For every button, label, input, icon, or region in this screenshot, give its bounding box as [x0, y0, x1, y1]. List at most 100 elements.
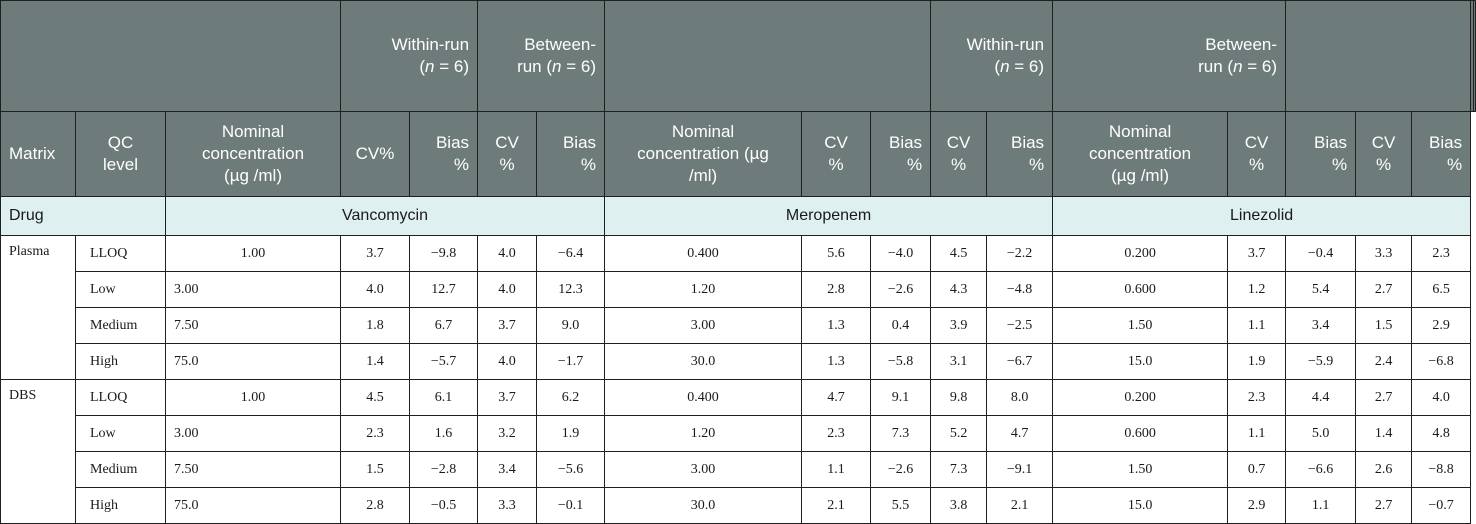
matrix-cell: Plasma — [0, 235, 76, 380]
vancomycin-nominal-concentration-cell: 3.00 — [164, 415, 342, 452]
header-row-columns: Matrix QC level Nominal concentration (µg /… — [0, 111, 1476, 197]
vancomycin-nominal-concentration-cell: 1.00 — [164, 379, 342, 416]
cv-label: CV — [1371, 133, 1396, 152]
meropenem-within-run-bias-cell: −5.8 — [870, 343, 932, 380]
meropenem-between-run-bias-cell: 8.0 — [986, 379, 1054, 416]
meropenem-within-run-cv-cell: 1.3 — [801, 307, 872, 344]
between-run-label-b: run — [517, 57, 542, 76]
between-run-label: Between- — [524, 35, 597, 54]
pct-label: % — [1249, 155, 1265, 174]
qc-level-cell: Medium — [75, 451, 166, 488]
header-bias: Bias% — [986, 111, 1054, 197]
linezolid-within-run-cv-cell: 3.7 — [1227, 235, 1287, 272]
within-run-label: Within-run — [966, 35, 1045, 54]
header-qc-level: QC level — [75, 111, 166, 197]
table-row: High 75.0 2.8 −0.5 3.3 −0.1 30.0 2.1 5.5 3.8 2.1 15… — [1, 487, 1476, 524]
header-matrix: Matrix — [0, 111, 76, 197]
vancomycin-within-run-bias-cell: −5.7 — [409, 343, 479, 380]
concentration-label: concentration — [201, 144, 305, 163]
meropenem-within-run-bias-cell: 0.4 — [870, 307, 932, 344]
n-var: n — [552, 57, 562, 76]
linezolid-within-run-bias-cell: 5.4 — [1285, 271, 1357, 308]
unit-label: (µg /ml) — [1111, 166, 1170, 185]
n-eq: = 6) — [439, 57, 470, 76]
meropenem-between-run-cv-cell: 3.9 — [930, 307, 988, 344]
header-nominal-vancomycin: Nominal concentration (µg /ml) — [164, 111, 342, 197]
header-within-run-vancomycin: Within-run (n = 6) — [340, 0, 479, 112]
meropenem-between-run-cv-cell: 3.1 — [930, 343, 988, 380]
vancomycin-between-run-cv-cell: 3.4 — [477, 451, 538, 488]
linezolid-between-run-cv-cell: 3.3 — [1355, 235, 1413, 272]
header-blank-meropenem — [604, 0, 932, 112]
vancomycin-within-run-bias-cell: 12.7 — [409, 271, 479, 308]
linezolid-between-run-cv-cell: 2.4 — [1355, 343, 1413, 380]
drug-row: Drug Vancomycin Meropenem Linezolid — [0, 196, 1476, 236]
n-eq: = 6) — [1247, 57, 1278, 76]
vancomycin-within-run-bias-cell: −2.8 — [409, 451, 479, 488]
linezolid-nominal-concentration-cell: 15.0 — [1052, 487, 1229, 524]
table-row: High 75.0 1.4 −5.7 4.0 −1.7 30.0 1.3 −5.8 3.1 −6.7… — [1, 343, 1476, 380]
linezolid-nominal-concentration-cell: 0.200 — [1052, 235, 1229, 272]
qc-level-cell: Medium — [75, 307, 166, 344]
header-between-run-meropenem: Between-run (n = 6) — [1052, 0, 1287, 112]
pct-label: % — [1028, 155, 1045, 174]
qc-level-cell: LLOQ — [75, 379, 166, 416]
vancomycin-between-run-cv-cell: 3.3 — [477, 487, 538, 524]
between-run-label: Between- — [1205, 35, 1278, 54]
meropenem-between-run-bias-cell: −2.5 — [986, 307, 1054, 344]
linezolid-within-run-bias-cell: 3.4 — [1285, 307, 1357, 344]
linezolid-between-run-cv-cell: 1.4 — [1355, 415, 1413, 452]
n-var: n — [425, 57, 435, 76]
meropenem-nominal-concentration-cell: 0.400 — [604, 235, 803, 272]
meropenem-within-run-cv-cell: 4.7 — [801, 379, 872, 416]
linezolid-within-run-cv-cell: 0.7 — [1227, 451, 1287, 488]
linezolid-within-run-cv-cell: 2.3 — [1227, 379, 1287, 416]
matrix-cell: DBS — [0, 379, 76, 524]
vancomycin-between-run-cv-cell: 3.7 — [477, 379, 538, 416]
meropenem-between-run-bias-cell: 2.1 — [986, 487, 1054, 524]
vancomycin-within-run-bias-cell: −0.5 — [409, 487, 479, 524]
vancomycin-within-run-cv-cell: 1.5 — [340, 451, 411, 488]
meropenem-within-run-cv-cell: 5.6 — [801, 235, 872, 272]
linezolid-between-run-cv-cell: 1.5 — [1355, 307, 1413, 344]
meropenem-within-run-cv-cell: 2.8 — [801, 271, 872, 308]
cv-label: CV — [1244, 133, 1269, 152]
meropenem-within-run-bias-cell: 7.3 — [870, 415, 932, 452]
linezolid-within-run-bias-cell: 4.4 — [1285, 379, 1357, 416]
meropenem-between-run-cv-cell: 4.5 — [930, 235, 988, 272]
linezolid-within-run-bias-cell: −0.4 — [1285, 235, 1357, 272]
linezolid-nominal-concentration-cell: 0.600 — [1052, 415, 1229, 452]
concentration-label: concentration (µg — [637, 144, 769, 163]
header-cv-pct: CV% — [340, 111, 411, 197]
vancomycin-between-run-cv-cell: 3.2 — [477, 415, 538, 452]
vancomycin-within-run-bias-cell: 6.1 — [409, 379, 479, 416]
pct-label: % — [828, 155, 844, 174]
linezolid-within-run-cv-cell: 1.9 — [1227, 343, 1287, 380]
matrix-label: Matrix — [9, 144, 56, 163]
linezolid-within-run-cv-cell: 2.9 — [1227, 487, 1287, 524]
vancomycin-within-run-cv-cell: 1.4 — [340, 343, 411, 380]
vancomycin-between-run-bias-cell: 1.9 — [536, 415, 606, 452]
meropenem-nominal-concentration-cell: 0.400 — [604, 379, 803, 416]
n-open: ( — [1227, 57, 1234, 76]
bias-label: Bias — [435, 133, 470, 152]
nominal-label: Nominal — [671, 122, 735, 141]
meropenem-between-run-cv-cell: 5.2 — [930, 415, 988, 452]
vancomycin-within-run-cv-cell: 1.8 — [340, 307, 411, 344]
vancomycin-within-run-cv-cell: 4.5 — [340, 379, 411, 416]
header-blank-linezolid — [1285, 0, 1472, 112]
meropenem-nominal-concentration-cell: 1.20 — [604, 271, 803, 308]
header-cv: CV% — [1355, 111, 1413, 197]
vancomycin-between-run-cv-cell: 4.0 — [477, 271, 538, 308]
drug-name-linezolid: Linezolid — [1052, 196, 1472, 236]
unit-label: (µg /ml) — [224, 166, 282, 185]
vancomycin-nominal-concentration-cell: 75.0 — [164, 487, 342, 524]
meropenem-between-run-cv-cell: 7.3 — [930, 451, 988, 488]
linezolid-nominal-concentration-cell: 15.0 — [1052, 343, 1229, 380]
meropenem-between-run-cv-cell: 4.3 — [930, 271, 988, 308]
meropenem-within-run-cv-cell: 1.1 — [801, 451, 872, 488]
bias-label: Bias — [1313, 133, 1348, 152]
nominal-label: Nominal — [221, 122, 285, 141]
header-nominal-linezolid: Nominal concentration (µg /ml) — [1052, 111, 1229, 197]
linezolid-within-run-cv-cell: 1.1 — [1227, 415, 1287, 452]
